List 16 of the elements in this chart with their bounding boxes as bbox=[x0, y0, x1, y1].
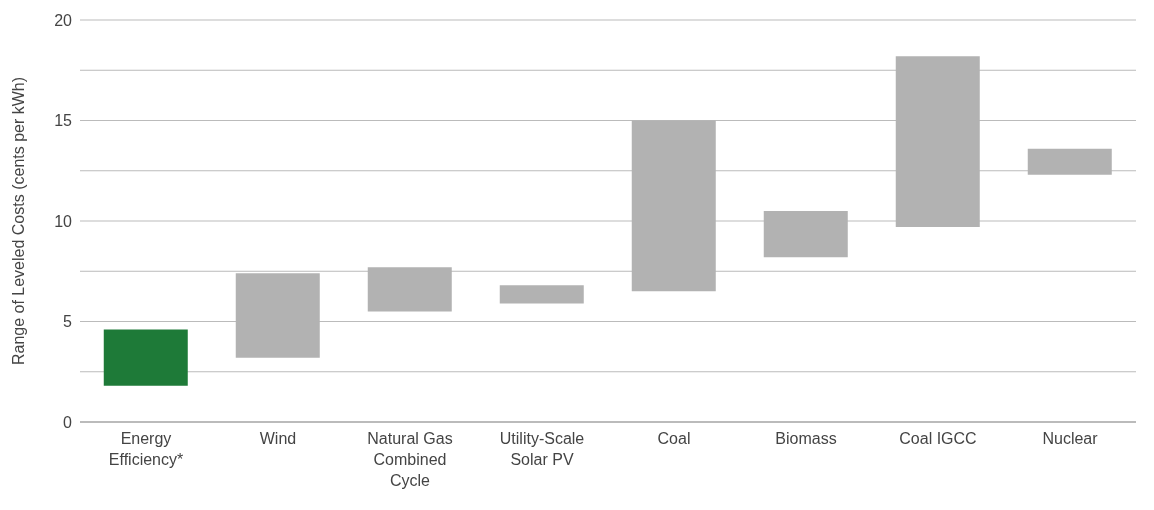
y-tick-label: 20 bbox=[54, 11, 73, 29]
x-tick-label: Natural Gas Combined Cycle bbox=[367, 430, 453, 489]
x-tick-label: Nuclear bbox=[1042, 430, 1099, 447]
y-tick-label: 0 bbox=[63, 413, 73, 431]
y-tick-label: 10 bbox=[54, 212, 73, 230]
x-tick-label: Coal IGCC bbox=[899, 430, 977, 447]
y-tick-label: 15 bbox=[54, 112, 73, 130]
bar bbox=[103, 329, 188, 386]
x-tick-label: Coal bbox=[657, 430, 691, 447]
x-tick-label: Energy Efficiency* bbox=[108, 430, 184, 468]
bar bbox=[499, 285, 584, 304]
x-tick-label: Wind bbox=[259, 430, 297, 447]
y-axis-title: Range of Leveled Costs (cents per kWh) bbox=[9, 76, 27, 366]
x-tick-label: Biomass bbox=[775, 430, 837, 447]
y-tick-label: 5 bbox=[63, 313, 73, 331]
x-tick-label: Utility-Scale Solar PV bbox=[499, 430, 585, 468]
